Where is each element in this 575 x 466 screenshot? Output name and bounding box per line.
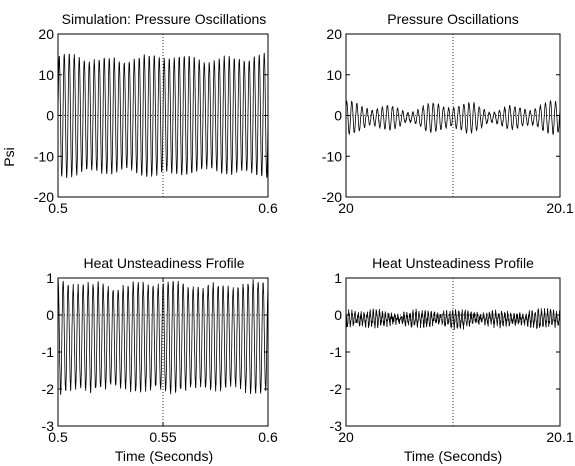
chart-title: Heat Unsteadiness Profile	[372, 255, 534, 271]
x-tick-label: 0.6	[258, 429, 278, 445]
x-tick-label: 0.55	[149, 429, 176, 445]
y-tick-label: 10	[38, 67, 54, 83]
y-tick-label: -20	[322, 189, 342, 205]
chart-title: Pressure Oscillations	[387, 11, 519, 27]
y-tick-label: -2	[330, 381, 343, 397]
y-tick-label: 10	[326, 67, 342, 83]
x-tick-label: 20	[338, 429, 354, 445]
panel-bottom-left: Heat Unsteadiness Frofile Time (Seconds)…	[42, 255, 278, 464]
y-tick-label: 1	[334, 270, 342, 286]
y-tick-label: -2	[42, 381, 55, 397]
series-line	[345, 100, 561, 136]
y-tick-label: 0	[46, 307, 54, 323]
chart-title: Simulation: Pressure Oscillations	[62, 11, 267, 27]
x-tick-label: 20.1	[546, 429, 573, 445]
x-tick-label: 0.5	[48, 429, 68, 445]
y-tick-label: -10	[34, 148, 54, 164]
y-tick-label: -20	[34, 189, 54, 205]
x-tick-label: 20	[338, 200, 354, 216]
panel-top-right: Pressure Oscillations -20 -10 0 10 20 20 20.1	[322, 11, 574, 216]
y-axis-label: Psi	[1, 147, 17, 166]
y-tick-label: 0	[334, 108, 342, 124]
x-tick-label: 0.6	[258, 200, 278, 216]
y-tick-label: -10	[322, 148, 342, 164]
series-line	[57, 52, 269, 178]
x-tick-label: 0.5	[48, 200, 68, 216]
plot-area	[345, 277, 561, 427]
x-tick-label: 20.1	[546, 200, 573, 216]
y-tick-label: 0	[334, 307, 342, 323]
y-tick-label: -3	[42, 418, 55, 434]
panel-bottom-right: Heat Unsteadiness Profile Time (Seconds)…	[330, 255, 574, 464]
y-tick-label: -1	[330, 344, 343, 360]
y-tick-label: -3	[330, 418, 343, 434]
y-tick-label: 0	[46, 108, 54, 124]
y-tick-label: 20	[326, 26, 342, 42]
x-axis-label: Time (Seconds)	[404, 448, 502, 464]
y-tick-label: 20	[38, 26, 54, 42]
panel-top-left: Simulation: Pressure Oscillations Psi -2…	[1, 11, 278, 216]
y-tick-label: -1	[42, 344, 55, 360]
series-line	[57, 279, 269, 395]
y-tick-label: 1	[46, 270, 54, 286]
chart-title: Heat Unsteadiness Frofile	[83, 255, 244, 271]
series-line	[345, 308, 561, 330]
x-axis-label: Time (Seconds)	[115, 448, 213, 464]
